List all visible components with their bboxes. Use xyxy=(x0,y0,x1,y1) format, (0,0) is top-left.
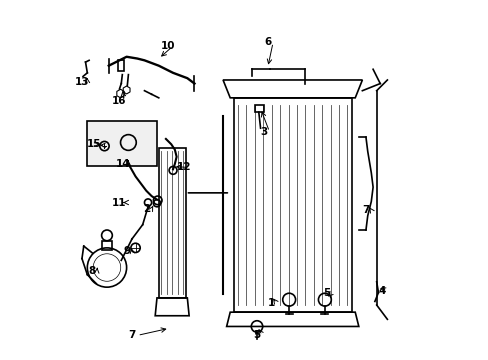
Text: 10: 10 xyxy=(160,41,175,51)
Text: 4: 4 xyxy=(378,286,385,296)
Text: 13: 13 xyxy=(75,77,89,87)
FancyBboxPatch shape xyxy=(87,121,157,166)
Text: 1: 1 xyxy=(267,298,274,308)
Text: 7: 7 xyxy=(362,205,369,215)
Text: 15: 15 xyxy=(86,139,101,149)
Text: 5: 5 xyxy=(323,288,329,297)
Bar xyxy=(118,60,124,71)
Text: 11: 11 xyxy=(111,198,126,207)
Text: 8: 8 xyxy=(88,266,95,276)
Text: 3: 3 xyxy=(260,127,267,137)
Text: 7: 7 xyxy=(128,330,135,341)
Text: 16: 16 xyxy=(111,96,126,107)
Bar xyxy=(255,105,264,112)
Text: 5: 5 xyxy=(253,330,260,341)
Bar xyxy=(102,241,112,249)
Text: 2: 2 xyxy=(142,203,150,213)
Text: 14: 14 xyxy=(116,159,130,169)
Text: 6: 6 xyxy=(264,37,271,48)
Text: 12: 12 xyxy=(176,162,191,172)
Text: 9: 9 xyxy=(123,247,130,256)
